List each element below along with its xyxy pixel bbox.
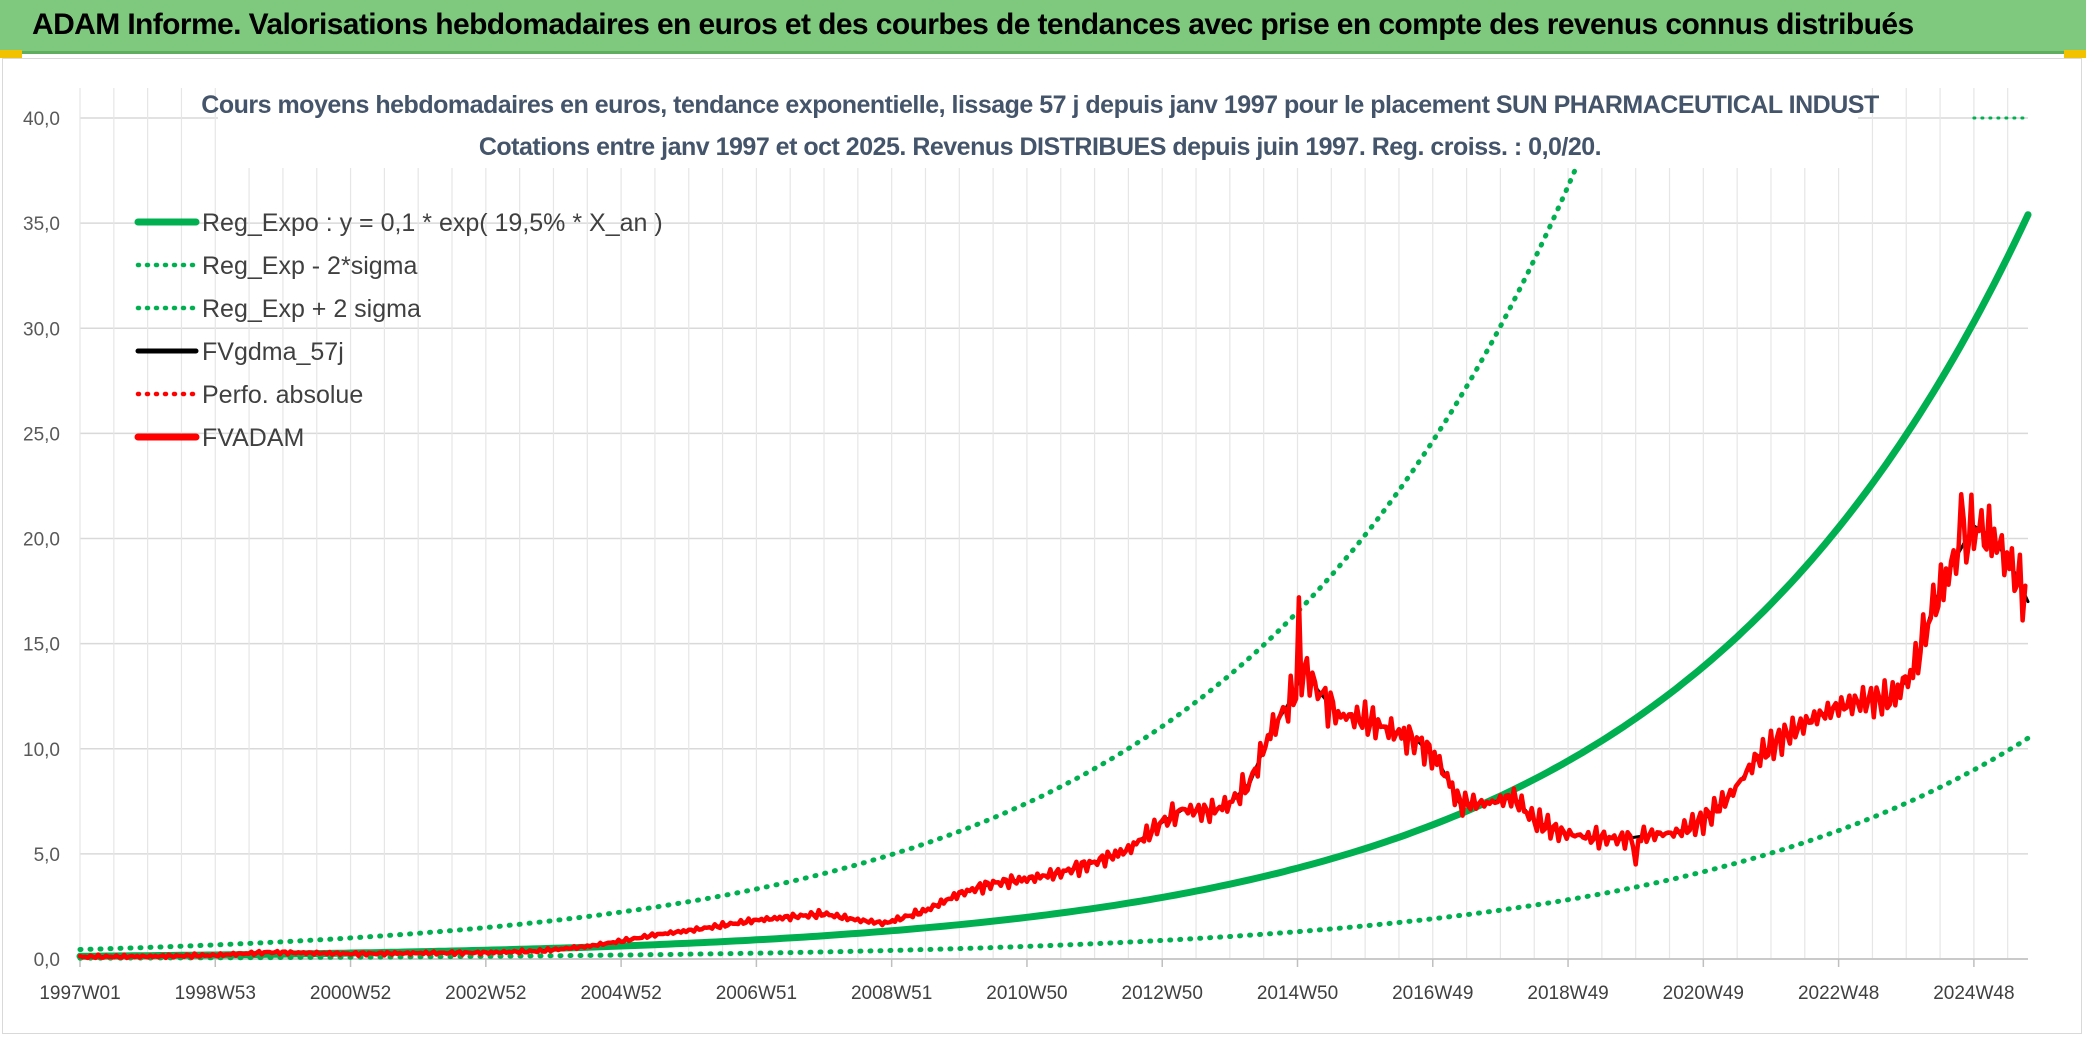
series-line-6 — [77, 492, 2028, 961]
chart-series — [76, 116, 2032, 961]
y-tick-label: 35,0 — [23, 214, 60, 235]
x-tick-label: 1997W01 — [39, 983, 120, 1004]
x-tick-label: 2012W50 — [1122, 983, 1203, 1004]
y-tick-label: 30,0 — [23, 319, 60, 340]
chart-subtitle: Cotations entre janv 1997 et oct 2025. R… — [479, 133, 1601, 161]
x-tick-label: 2006W51 — [716, 983, 797, 1004]
report-banner — [0, 0, 2086, 54]
y-tick-label: 25,0 — [23, 424, 60, 445]
chart-frame — [2, 58, 2082, 1034]
banner-title: ADAM Informe. Valorisations hebdomadaire… — [32, 8, 1914, 41]
legend-label: Reg_Exp + 2 sigma — [202, 295, 421, 323]
legend-label: FVgdma_57j — [202, 338, 344, 366]
y-tick-label: 0,0 — [34, 950, 60, 971]
legend-label: Reg_Exp - 2*sigma — [202, 252, 417, 280]
x-axis-labels: 1997W01 1998W53 2000W52 2002W52 2004W52 2006W… — [39, 983, 2014, 1004]
x-tick-label: 2002W52 — [445, 983, 526, 1004]
y-tick-label: 15,0 — [23, 635, 60, 656]
x-tick-label: 2010W50 — [986, 983, 1067, 1004]
legend-label: Perfo. absolue — [202, 381, 363, 409]
legend: Reg_Expo : y = 0,1 * exp( 19,5% * X_an )… — [134, 209, 663, 452]
x-tick-label: 2022W48 — [1798, 983, 1879, 1004]
series-line-1 — [76, 211, 2032, 960]
y-tick-label: 40,0 — [23, 109, 60, 130]
y-axis-labels: 0,0 5,0 10,0 15,0 20,0 25,0 30,0 35,0 40,0 — [23, 109, 60, 971]
x-tick-label: 2016W49 — [1392, 983, 1473, 1004]
y-tick-label: 20,0 — [23, 530, 60, 551]
legend-label: FVADAM — [202, 424, 304, 452]
x-tick-label: 2000W52 — [310, 983, 391, 1004]
legend-label: Reg_Expo : y = 0,1 * exp( 19,5% * X_an ) — [202, 209, 663, 237]
banner-corner-left — [0, 50, 22, 58]
series-line-2 — [77, 735, 2031, 961]
x-tick-label: 2018W49 — [1527, 983, 1608, 1004]
series-line-4 — [78, 524, 2030, 959]
x-tick-label: 2008W51 — [851, 983, 932, 1004]
x-tick-label: 2014W50 — [1257, 983, 1338, 1004]
chart-grid — [79, 88, 2028, 967]
x-tick-label: 1998W53 — [175, 983, 256, 1004]
x-tick-label: 2024W48 — [1933, 983, 2014, 1004]
chart-title: Cours moyens hebdomadaires en euros, ten… — [201, 91, 1879, 119]
y-tick-label: 5,0 — [34, 845, 60, 866]
series-line-3 — [77, 168, 1578, 952]
banner-corner-right — [2064, 50, 2086, 58]
y-tick-label: 10,0 — [23, 740, 60, 761]
x-tick-label: 2004W52 — [580, 983, 661, 1004]
title-backdrop — [218, 82, 1858, 168]
x-tick-label: 2020W49 — [1663, 983, 1744, 1004]
